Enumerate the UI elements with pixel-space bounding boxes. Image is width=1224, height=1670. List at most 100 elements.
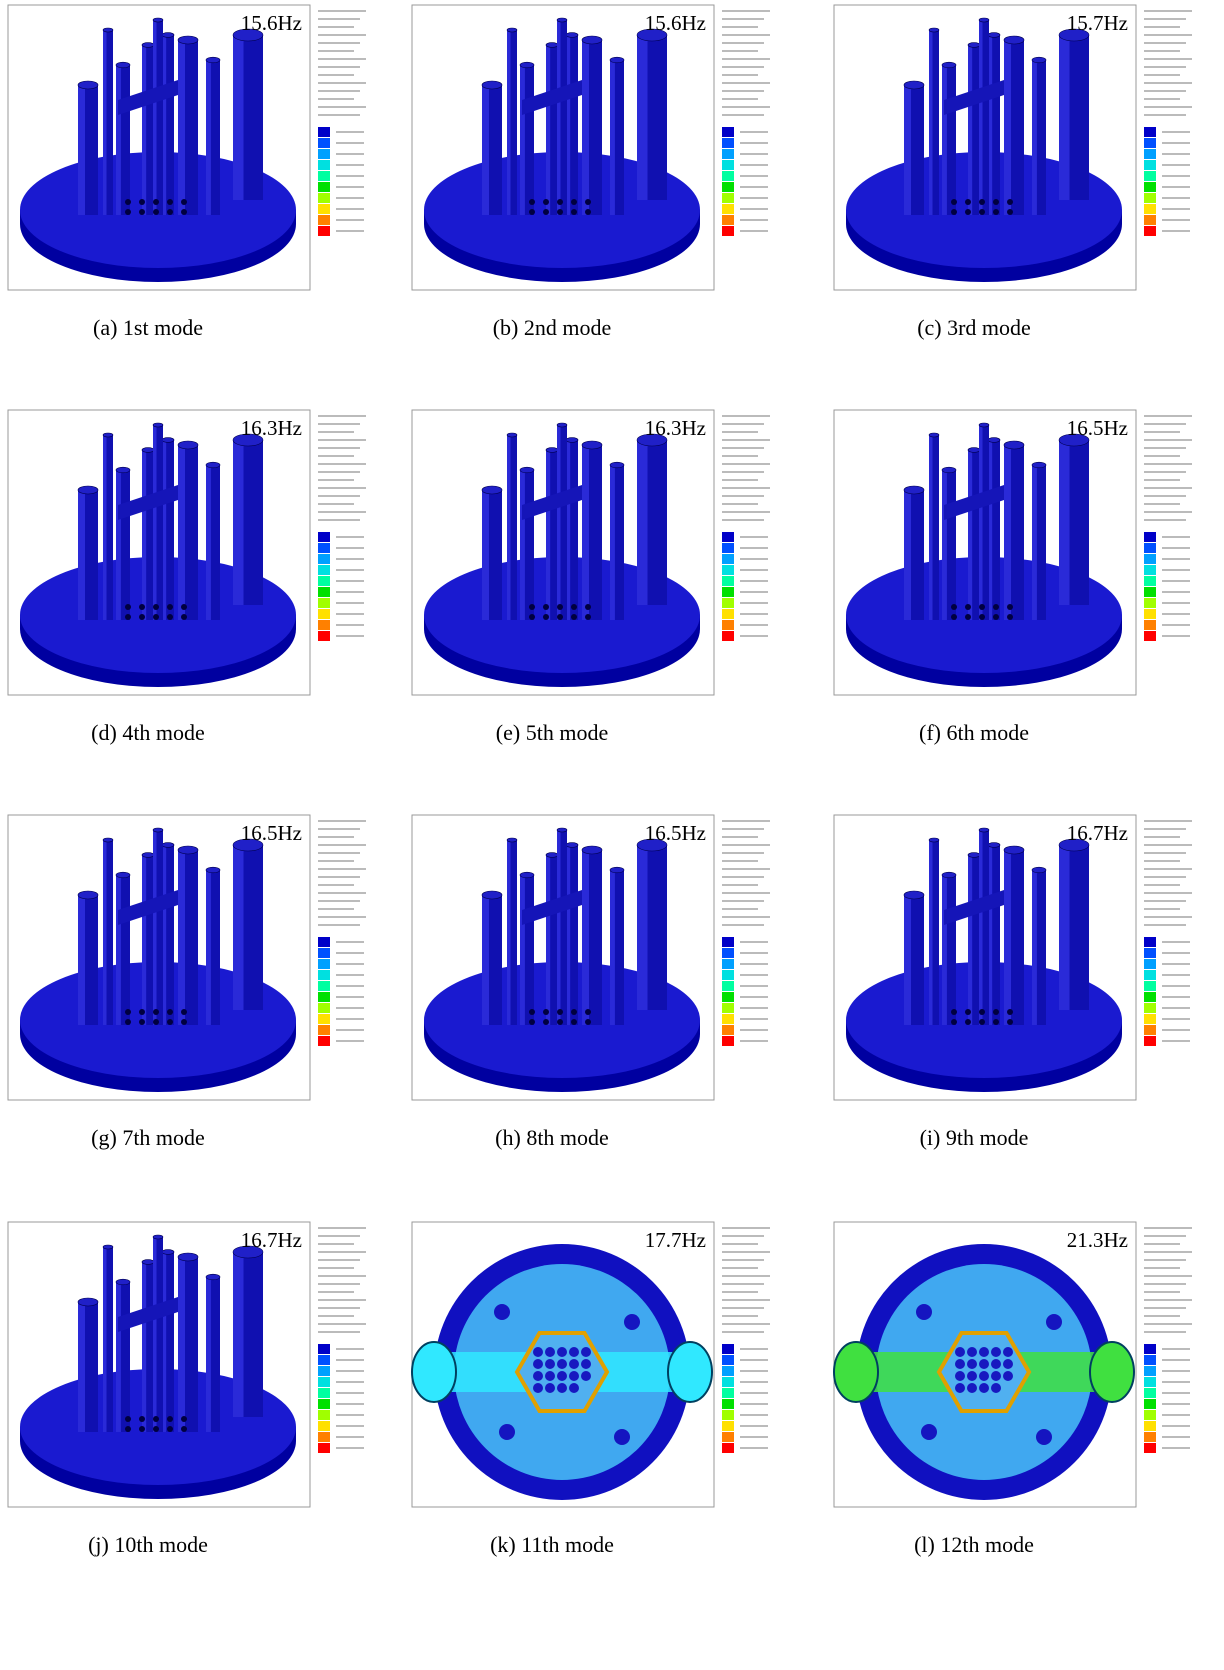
caption: (i) 9th mode [920,1125,1029,1150]
hole [181,1416,187,1422]
panel: 16.5Hz(f) 6th mode [834,410,1192,745]
legend-swatch [318,554,330,564]
legend-swatch [722,1025,734,1035]
legend-swatch [318,620,330,630]
hole [557,1009,563,1015]
legend-swatch [722,1443,734,1453]
legend-swatch [318,1366,330,1376]
legend-swatch [318,959,330,969]
hole [571,209,577,215]
cylinder-top [507,28,517,32]
hole [125,209,131,215]
cylinder-shade [582,850,589,1025]
hole [1007,209,1013,215]
pipe-end [412,1342,456,1402]
hole [543,1019,549,1025]
hole [557,199,563,205]
cylinder-top [162,438,174,443]
hole [153,1009,159,1015]
legend-swatch [318,992,330,1002]
legend-swatch [1144,1036,1156,1046]
legend-swatch [1144,138,1156,148]
legend-swatch [318,598,330,608]
legend-swatch [1144,948,1156,958]
cylinder-shade [142,450,146,620]
hole [125,1426,131,1432]
legend-swatch [1144,959,1156,969]
cylinder-top [1032,57,1046,63]
cylinder-top [929,838,939,842]
legend-swatch [1144,992,1156,1002]
legend-swatch [1144,1443,1156,1453]
hole [951,604,957,610]
hole [181,209,187,215]
hole [139,1416,145,1422]
cylinder-shade [103,840,107,1025]
legend-swatch [722,1399,734,1409]
legend-swatch [722,587,734,597]
hole [979,614,985,620]
cylinder-shade [507,30,511,215]
cylinder-top [162,33,174,38]
cylinder-shade [178,445,185,620]
hole [951,209,957,215]
hole [979,199,985,205]
legend-swatch [722,992,734,1002]
legend-swatch [722,1344,734,1354]
cylinder-top [1004,36,1024,44]
hole [167,604,173,610]
rod [533,1359,543,1369]
cylinder-top [968,853,980,858]
legend-swatch [318,226,330,236]
cylinder-shade [116,65,121,215]
cylinder-top [153,828,163,832]
legend-swatch [318,587,330,597]
cylinder-top [904,81,924,89]
cylinder-top [206,57,220,63]
legend-swatch [722,609,734,619]
legend-swatch [722,1036,734,1046]
frequency-label: 16.5Hz [1067,416,1128,440]
panel: 16.5Hz(g) 7th mode [8,815,366,1150]
pipe-end [1090,1342,1134,1402]
legend-swatch [1144,171,1156,181]
cylinder-shade [153,1237,157,1432]
cylinder-top [546,43,558,48]
hole [167,199,173,205]
cylinder-top [206,1274,220,1280]
cylinder-top [942,467,956,473]
cylinder-top [988,843,1000,848]
cylinder-top [142,1260,154,1265]
cylinder-top [142,448,154,453]
hole [543,199,549,205]
panel: 16.5Hz(h) 8th mode [412,815,770,1150]
rod [991,1383,1001,1393]
hole [1007,614,1013,620]
cylinder-top [78,81,98,89]
frequency-label: 16.7Hz [241,1228,302,1252]
legend-swatch [318,609,330,619]
rod [569,1347,579,1357]
hole [979,209,985,215]
cylinder-shade [1032,465,1037,620]
hole [153,1416,159,1422]
hole [585,199,591,205]
legend-swatch [722,576,734,586]
cylinder-shade [904,85,911,215]
hole [571,1009,577,1015]
cylinder-shade [1032,60,1037,215]
cylinder-shade [546,855,550,1025]
cylinder-top [482,81,502,89]
hole [993,209,999,215]
cylinder-shade [178,40,185,215]
hole [571,614,577,620]
hole [1007,1009,1013,1015]
hole [153,199,159,205]
hole [993,604,999,610]
cylinder-shade [103,30,107,215]
cylinder-top [520,467,534,473]
cylinder-top [162,843,174,848]
rod [991,1371,1001,1381]
cylinder-shade [142,45,146,215]
cylinder-shade [78,490,85,620]
